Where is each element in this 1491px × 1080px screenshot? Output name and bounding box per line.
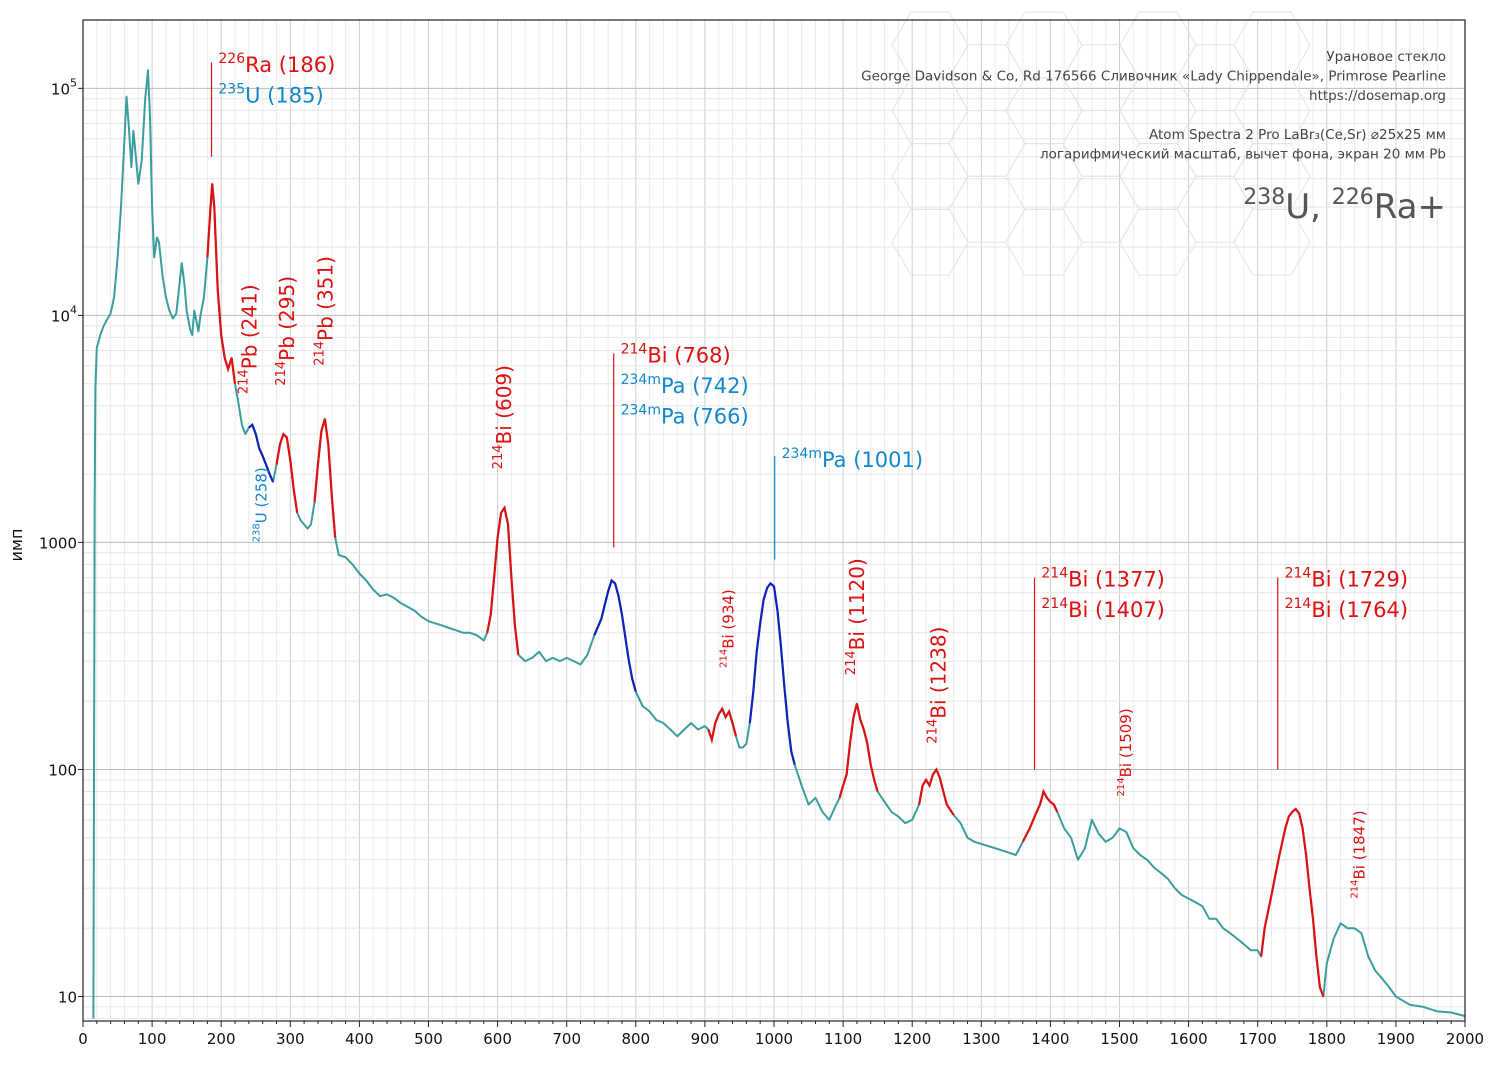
x-tick-label: 1200 — [893, 1030, 931, 1048]
x-tick-label: 500 — [414, 1030, 443, 1048]
peak-label: 214Bi (1847) — [1350, 810, 1369, 898]
x-tick-label: 0 — [78, 1030, 88, 1048]
spectrum-line — [92, 69, 1466, 1019]
peak-label: 214Bi (768) — [621, 342, 731, 368]
y-tick-label: 105 — [51, 76, 77, 98]
info-line: https://dosemap.org — [1309, 88, 1446, 104]
info-line: George Davidson & Co, Rd 176566 Сливочни… — [861, 69, 1446, 85]
peak-label: 214Bi (1509) — [1116, 708, 1135, 796]
x-tick-label: 300 — [276, 1030, 305, 1048]
hexagon-shape — [1062, 175, 1140, 243]
hexagon-shape — [1233, 208, 1311, 276]
spectrum-series — [92, 69, 1466, 1019]
info-line: Atom Spectra 2 Pro LaBr₃(Ce,Sr) ⌀25x25 м… — [1149, 127, 1446, 143]
y-tick-label: 1000 — [39, 534, 77, 552]
hexagon-shape — [1062, 110, 1140, 177]
grid — [82, 19, 1466, 1021]
info-line: логарифмический масштаб, вычет фона, экр… — [1040, 147, 1446, 163]
peak-label: 226Ra (186) — [218, 51, 335, 77]
x-tick-label: 900 — [691, 1030, 720, 1048]
x-tick-label: 800 — [621, 1030, 650, 1048]
peak-label: 214Bi (1764) — [1285, 596, 1408, 622]
peak-label: 214Pb (241) — [237, 284, 262, 394]
y-axis-ticks: 10 100 1000 104 105 — [39, 76, 83, 1007]
peak-label: 234mPa (742) — [621, 372, 749, 398]
hexagon-shape — [1119, 208, 1197, 276]
x-tick-label: 1600 — [1170, 1030, 1208, 1048]
y-axis-label: имп — [7, 529, 26, 562]
hexagon-shape — [1005, 208, 1083, 276]
x-tick-label: 1900 — [1377, 1030, 1415, 1048]
x-tick-label: 1000 — [755, 1030, 793, 1048]
x-axis-ticks: 0 100 200 300 400 500 600 700 800 900 1000 1100 1200… — [78, 1021, 1484, 1048]
peak-markers — [210, 62, 1279, 770]
peak-label: 214Bi (609) — [491, 365, 516, 469]
chart-title: 238U, 226Ra+ — [1243, 185, 1446, 227]
peak-label: 214Bi (1377) — [1041, 565, 1164, 591]
y-tick-label: 10 — [58, 989, 77, 1007]
u-peak-segment — [593, 578, 637, 692]
peak-label: 214Bi (1238) — [926, 627, 951, 744]
ra-peak-segment — [275, 432, 299, 513]
x-tick-label: 200 — [207, 1030, 236, 1048]
info-block: Урановое стекло George Davidson & Co, Rd … — [861, 49, 1446, 163]
x-tick-label: 1300 — [962, 1030, 1000, 1048]
ra-peak-segment — [918, 767, 955, 816]
ra-peak-segment — [838, 703, 879, 799]
peak-label: 238U (258) — [252, 467, 271, 542]
hexagon-shape — [891, 143, 969, 210]
peak-label: 214Bi (1120) — [844, 558, 869, 675]
ra-peak-segment — [313, 418, 337, 538]
ra-peak-segment — [1021, 788, 1059, 843]
x-tick-label: 1100 — [824, 1030, 862, 1048]
ra-peak-segment — [707, 706, 738, 745]
x-tick-label: 1500 — [1100, 1030, 1138, 1048]
peak-annotations: 226Ra (186) 235U (185) 214Bi (768) 234mPa (… — [218, 51, 1408, 899]
hexagon-shape — [948, 175, 1026, 243]
peak-label: 214Bi (1407) — [1041, 596, 1164, 622]
x-tick-label: 2000 — [1446, 1030, 1484, 1048]
peak-label: 214Bi (1729) — [1285, 565, 1408, 591]
u-peak-segment — [248, 422, 275, 483]
ra-peak-segment — [206, 183, 237, 384]
peak-label: 234mPa (1001) — [782, 446, 923, 472]
x-tick-label: 1700 — [1239, 1030, 1277, 1048]
u-peak-segment — [748, 581, 796, 765]
peak-label: 214Pb (351) — [313, 256, 338, 366]
info-line: Урановое стекло — [1326, 49, 1446, 65]
peak-label: 214Bi (934) — [719, 589, 738, 668]
hexagon-watermark — [891, 11, 1311, 276]
x-tick-label: 700 — [552, 1030, 581, 1048]
hexagon-shape — [891, 208, 969, 276]
peak-label: 214Pb (295) — [274, 276, 299, 386]
peak-label: 235U (185) — [218, 82, 323, 108]
ra-peak-segment — [486, 505, 520, 655]
x-tick-label: 1400 — [1031, 1030, 1069, 1048]
ra-peak-segment — [1260, 807, 1325, 997]
x-tick-label: 600 — [483, 1030, 512, 1048]
x-tick-label: 1800 — [1308, 1030, 1346, 1048]
hexagon-shape — [948, 110, 1026, 177]
x-tick-label: 400 — [345, 1030, 374, 1048]
peak-label: 234mPa (766) — [621, 402, 749, 428]
y-tick-label: 100 — [48, 761, 77, 779]
y-tick-label: 104 — [51, 303, 77, 325]
x-tick-label: 100 — [138, 1030, 167, 1048]
